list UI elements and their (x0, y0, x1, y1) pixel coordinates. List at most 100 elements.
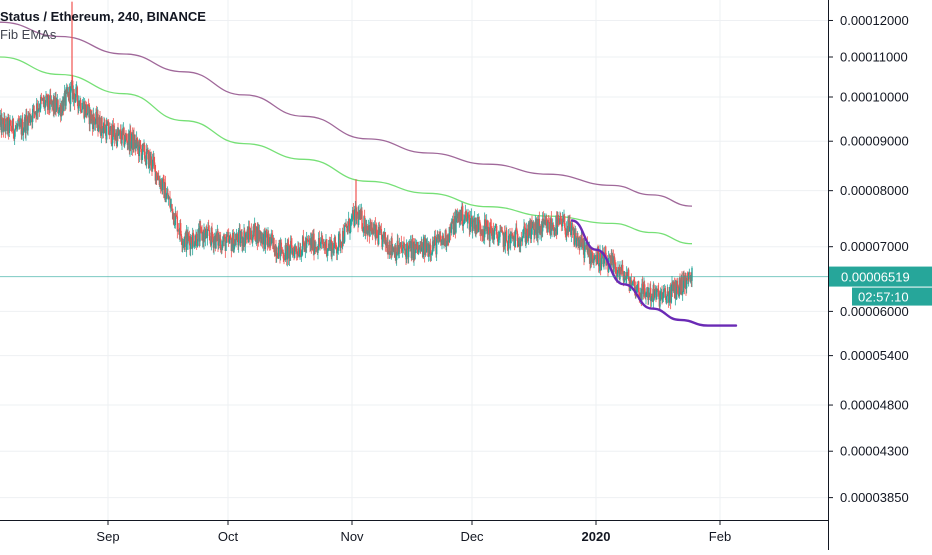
candle-body (662, 292, 665, 299)
candle-body (107, 121, 110, 135)
candle-body (135, 142, 137, 149)
candle-body (233, 243, 235, 253)
candle-body (225, 234, 228, 243)
candle-body (477, 220, 480, 232)
candle-body (271, 234, 273, 237)
candle-body (117, 133, 120, 135)
candle-body (239, 229, 241, 244)
candle-body (551, 228, 553, 232)
candle-body (299, 249, 302, 257)
candle-body (247, 227, 250, 243)
candle-body (327, 249, 329, 251)
candle-body (481, 235, 484, 237)
candle-body (498, 236, 501, 238)
candle-body (191, 232, 194, 249)
y-tick-label: 0.00011000 (840, 49, 908, 64)
candle-body (339, 233, 341, 248)
candle-body (91, 114, 93, 120)
candle-body (153, 162, 156, 165)
candle-body (14, 129, 17, 131)
candle-body (301, 236, 304, 250)
candle-body (613, 257, 616, 264)
candle-body (125, 134, 127, 137)
candle-body (466, 218, 469, 221)
candle-body (297, 248, 300, 257)
candle-body (490, 226, 493, 234)
candle-body (5, 118, 8, 121)
y-tick-label: 0.00010000 (840, 89, 909, 104)
candle-body (521, 238, 523, 241)
candle-body (403, 246, 406, 251)
candle-body (623, 277, 625, 281)
candle-body (337, 247, 339, 251)
candle-body (175, 212, 177, 216)
candle-body (320, 238, 323, 242)
candle-body (102, 127, 105, 134)
candle-body (657, 289, 659, 291)
candle-body (446, 235, 449, 245)
candle-body (366, 225, 369, 235)
candle-body (251, 237, 254, 243)
countdown-badge (852, 287, 932, 306)
candle-body (501, 227, 503, 232)
candle-body (5, 118, 7, 132)
candle-body (667, 291, 669, 293)
candle-body (248, 227, 251, 234)
candle-body (543, 221, 545, 224)
candle-body (188, 236, 191, 241)
candle-body (586, 242, 589, 253)
candle-body (377, 227, 380, 245)
candle-body (448, 227, 451, 242)
candle-body (463, 218, 466, 220)
candle-body (367, 230, 369, 235)
candle-body (302, 236, 305, 243)
candle-body (141, 154, 143, 160)
candle-body (17, 119, 20, 121)
candle-body (573, 235, 576, 245)
candle-body (153, 157, 155, 163)
candle-body (197, 229, 199, 246)
candle-body (267, 234, 270, 244)
candle-body (76, 87, 79, 101)
candle-body (211, 227, 213, 238)
candle-body (101, 117, 103, 129)
candle-body (286, 242, 289, 260)
candle-body (570, 227, 573, 235)
candle-body (645, 292, 648, 294)
candle-body (638, 292, 641, 296)
candle-body (313, 233, 315, 255)
candle-body (461, 205, 464, 227)
candle-body (596, 249, 599, 265)
candle-body (231, 244, 233, 251)
candle-body (317, 249, 319, 254)
candle-body (3, 118, 6, 127)
candle-body (220, 247, 223, 250)
x-tick-label: Sep (96, 529, 119, 544)
candle-body (190, 237, 193, 244)
candle-body (381, 235, 384, 247)
candle-body (116, 128, 119, 146)
candle-body (280, 242, 283, 253)
candle-body (345, 225, 348, 229)
candle-body (545, 219, 548, 226)
candle-body (397, 252, 400, 254)
candle-body (281, 249, 284, 253)
candle-body (295, 246, 297, 252)
candle-body (479, 221, 481, 230)
candle-body (501, 231, 504, 234)
y-tick-label: 0.00012000 (840, 13, 909, 28)
candle-body (273, 237, 275, 252)
candle-body (614, 263, 617, 269)
candle-body (204, 232, 207, 239)
candle-body (541, 218, 544, 232)
candle-body (119, 131, 122, 140)
candle-body (509, 235, 512, 244)
projection-curve (570, 219, 738, 327)
candle-body (630, 280, 633, 288)
candle-body (633, 280, 636, 294)
candle-body (235, 239, 237, 246)
candle-body (355, 212, 358, 219)
indicator-label[interactable]: Fib EMAs (0, 27, 57, 42)
